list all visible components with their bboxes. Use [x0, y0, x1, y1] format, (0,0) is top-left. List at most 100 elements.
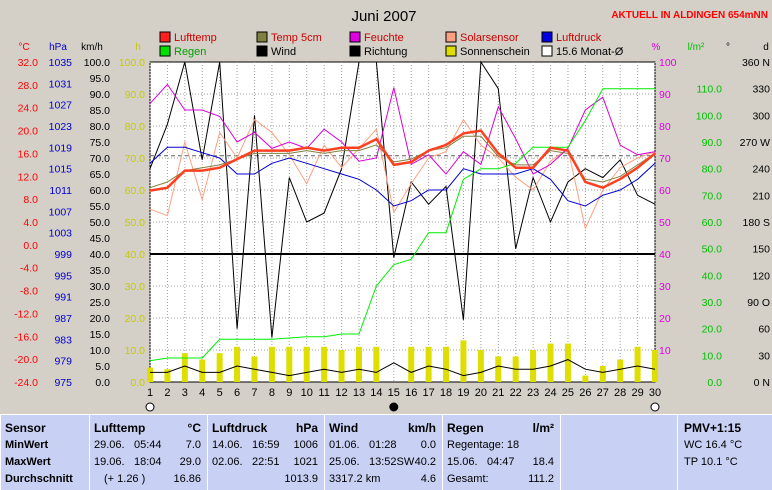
lufttemp-avg-val: 16.86 [173, 473, 201, 485]
direction-tick-label: 150 [752, 244, 770, 256]
legend-label: Richtung [364, 46, 407, 58]
wind-tick-label: 75.0 [90, 137, 111, 149]
x-tick-label: 18 [440, 387, 452, 399]
pressure-tick-label: 1023 [49, 121, 73, 133]
pmv-tp: TP 10.1 °C [684, 456, 738, 468]
temp-tick-label: 28.0 [18, 80, 39, 92]
wind-column: Wind km/h 01.06. 01:28 0.0 25.06. 13:52S… [324, 414, 442, 490]
wind-max-val: 40.2 [414, 456, 436, 468]
regen-days: Regentage: 18 [447, 439, 520, 451]
direction-tick-label: 300 [752, 110, 770, 122]
pressure-tick-label: 1011 [49, 185, 72, 197]
x-tick-label: 17 [422, 387, 434, 399]
pressure-tick-label: 983 [54, 334, 72, 346]
sunshine-bar [355, 346, 362, 382]
lufttemp-max-val: 29.0 [179, 456, 201, 468]
sunshine-bar [268, 346, 275, 382]
x-tick-label: 2 [164, 387, 170, 399]
rain-tick-label: 40.0 [702, 270, 723, 282]
rain-tick-label: 100.0 [696, 110, 722, 122]
sun-tick-label: 80.0 [125, 121, 146, 133]
pmv-column: PMV+1:15 WC 16.4 °C TP 10.1 °C [677, 414, 772, 490]
x-tick-label: 3 [182, 387, 188, 399]
rain-tick-label: 90.0 [702, 137, 723, 149]
x-tick-label: 23 [527, 387, 539, 399]
temp-tick-label: 24.0 [18, 103, 39, 115]
temp-tick-label: 0.0 [23, 240, 38, 252]
wind-tick-label: 85.0 [90, 105, 111, 117]
moon-phase-icon [389, 402, 399, 412]
x-tick-label: 16 [405, 387, 417, 399]
pressure-tick-label: 1027 [49, 100, 73, 112]
regen-max-date: 15.06. [447, 456, 478, 468]
sun-tick-label: 50.0 [125, 217, 146, 229]
legend-swatch [256, 45, 268, 57]
wind-unit: km/h [407, 421, 436, 435]
legend-swatch [541, 31, 553, 43]
wind-tick-label: 30.0 [90, 281, 111, 293]
luftdruck-min-date: 14.06. [212, 439, 243, 451]
moon-phase-icon [145, 402, 155, 412]
legend-label: 15.6 Monat-Ø [556, 46, 624, 58]
sun-tick-label: 40.0 [125, 249, 146, 261]
pressure-tick-label: 1015 [49, 164, 73, 176]
wind-min-date: 01.06. [329, 439, 360, 451]
station-notice: AKTUELL IN ALDINGEN 654mNN [611, 10, 768, 21]
temp-tick-label: 16.0 [18, 148, 39, 160]
x-tick-label: 13 [353, 387, 365, 399]
sunshine-bar [634, 346, 641, 382]
rain-tick-label: 30.0 [702, 297, 723, 309]
direction-tick-label: 30 [758, 350, 770, 362]
wind-header: Wind [329, 421, 359, 435]
wind-tick-label: 90.0 [90, 89, 111, 101]
direction-tick-label: 270 W [740, 137, 770, 149]
wind-tick-label: 95.0 [90, 73, 111, 85]
humidity-tick-label: 70 [659, 153, 671, 165]
temp-tick-label: 12.0 [18, 171, 39, 183]
sun-tick-label: 90.0 [125, 89, 146, 101]
rain-tick-label: 80.0 [702, 164, 723, 176]
legend-label: Sonnenschein [460, 46, 530, 58]
luftdruck-max-val: 1021 [293, 456, 318, 468]
wind-tick-label: 35.0 [90, 265, 111, 277]
legend-swatch [445, 31, 457, 43]
sunshine-bar [477, 350, 484, 382]
rain-tick-label: 60.0 [702, 217, 723, 229]
sunshine-bar [564, 343, 571, 382]
legend-label: Temp 5cm [271, 32, 322, 44]
sunshine-bar [495, 356, 502, 382]
sunshine-bar [599, 366, 606, 382]
axis-unit-label: °C [18, 42, 29, 53]
wind-max-time: 13:52SW [369, 456, 415, 468]
x-tick-label: 26 [579, 387, 591, 399]
luftdruck-min-time: 16:59 [252, 439, 280, 451]
legend-swatch [159, 45, 171, 57]
axis-unit-label: hPa [49, 42, 67, 53]
wind-avg-km: 3317.2 km [329, 473, 381, 485]
lufttemp-min-val: 7.0 [185, 439, 201, 451]
sun-tick-label: 10.0 [125, 345, 146, 357]
pressure-tick-label: 979 [54, 356, 72, 368]
temp-tick-label: -16.0 [14, 331, 38, 343]
temp-tick-label: 20.0 [18, 126, 39, 138]
regen-unit: l/m² [532, 421, 554, 435]
direction-tick-label: 90 O [747, 297, 770, 309]
sun-tick-label: 30.0 [125, 281, 146, 293]
wind-min-val: 0.0 [420, 439, 436, 451]
lufttemp-avg-note: (+ 1.26 ) [104, 473, 146, 485]
axis-units: °C hPa km/h h% l/m² ° d [18, 42, 768, 53]
regen-header: Regen [447, 421, 484, 435]
sun-tick-label: 0.0 [130, 377, 145, 389]
direction-tick-label: 120 [752, 270, 770, 282]
wind-tick-label: 40.0 [90, 249, 111, 261]
empty-column [560, 414, 677, 490]
humidity-tick-label: 10 [659, 345, 671, 357]
temp-tick-label: -24.0 [14, 377, 38, 389]
sunshine-bar [286, 346, 293, 382]
axes: -24.0 -20.0 -16.0 -12.0 -8.0 -4.0 0.0 4.0 8.0 12.… [14, 57, 770, 389]
legend-swatch [541, 45, 553, 57]
pressure-tick-label: 987 [54, 313, 72, 325]
humidity-tick-label: 30 [659, 281, 671, 293]
pressure-tick-label: 991 [54, 292, 72, 304]
temp-tick-label: -8.0 [20, 286, 38, 298]
